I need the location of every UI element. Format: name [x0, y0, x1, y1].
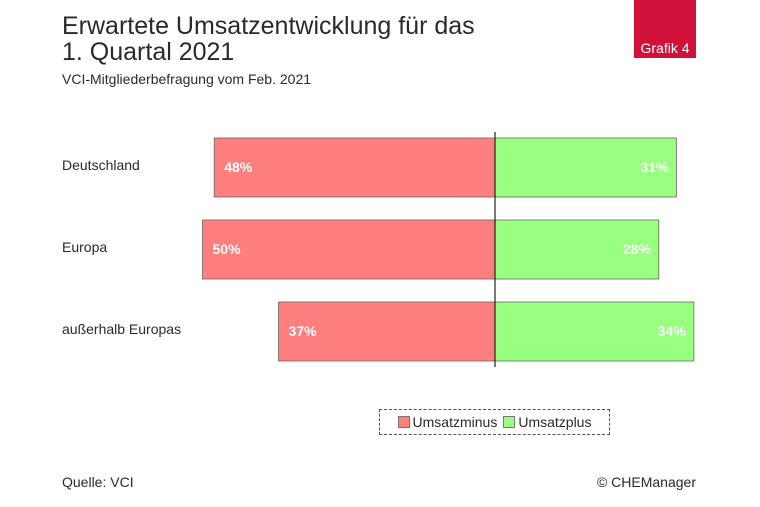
bar-label-umsatzplus: 31% — [640, 159, 669, 175]
bar-umsatzplus — [494, 301, 695, 362]
grafik-badge: Grafik 4 — [634, 0, 696, 58]
bar-umsatzplus — [494, 219, 660, 280]
category-label: Europa — [62, 239, 107, 255]
legend-swatch-minus — [397, 416, 410, 428]
diverging-bar-chart: Deutschland 48% 31% Europa 50% 28% außerhalb E… — [62, 132, 695, 367]
legend-item-plus: Umsatzplus — [503, 414, 591, 430]
bar-label-umsatzminus: 48% — [224, 159, 253, 175]
bar-umsatzminus — [202, 219, 496, 280]
chart-title-line-2: 1. Quartal 2021 — [62, 38, 235, 66]
bar-umsatzplus — [494, 137, 677, 198]
source-note: Quelle: VCI — [62, 474, 134, 490]
legend-label-plus: Umsatzplus — [518, 414, 592, 430]
legend-item-minus: Umsatzminus — [397, 414, 498, 430]
bar-umsatzminus — [213, 137, 496, 198]
bar-label-umsatzplus: 34% — [658, 323, 687, 339]
category-label: außerhalb Europas — [62, 321, 181, 337]
bar-label-umsatzminus: 37% — [289, 323, 318, 339]
bar-label-umsatzminus: 50% — [213, 241, 242, 257]
category-label: Deutschland — [62, 157, 140, 173]
chart-subtitle: VCI-Mitgliederbefragung vom Feb. 2021 — [62, 71, 312, 87]
legend-swatch-plus — [503, 416, 516, 428]
legend-label-minus: Umsatzminus — [412, 414, 498, 430]
copyright-note: © CHEManager — [596, 474, 696, 490]
chart-legend: Umsatzminus Umsatzplus — [379, 409, 610, 435]
chart-title: Erwartete Umsatzentwicklung für das 1. Q… — [62, 13, 582, 65]
chart-title-line-1: Erwartete Umsatzentwicklung für das — [62, 12, 475, 40]
bar-label-umsatzplus: 28% — [623, 241, 652, 257]
grafik-badge-label: Grafik 4 — [640, 40, 690, 56]
